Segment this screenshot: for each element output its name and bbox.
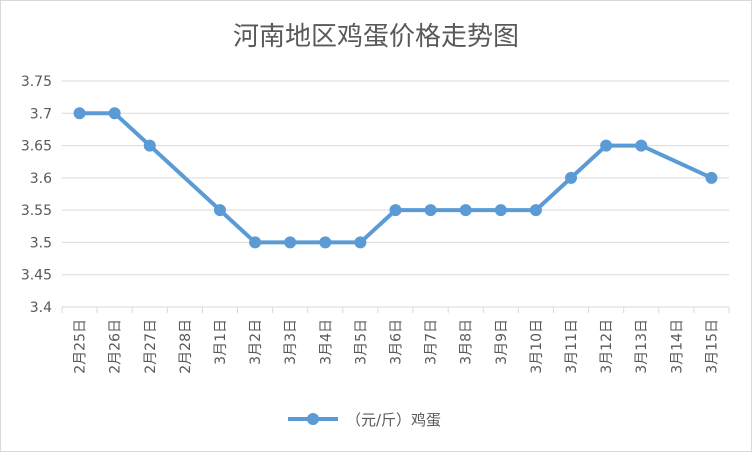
data-point — [354, 236, 367, 249]
data-point — [143, 139, 156, 152]
x-axis-ticks: 2月25日 2月26日 2月27日 2月28日 3月1日 3月2日 3月3日 3月4日 3月5日… — [73, 319, 721, 374]
x-tick-label: 3月3日 — [283, 319, 299, 365]
data-point — [389, 204, 402, 217]
x-tick-label: 3月11日 — [564, 319, 580, 374]
data-point — [108, 107, 121, 120]
y-tick-label: 3.4 — [30, 300, 52, 316]
data-point — [635, 139, 648, 152]
x-tick-label: 3月8日 — [459, 319, 475, 365]
x-tick-label: 2月25日 — [73, 319, 89, 374]
x-tick-label: 3月2日 — [248, 319, 264, 365]
y-tick-label: 3.45 — [21, 268, 52, 284]
chart-title: 河南地区鸡蛋价格走势图 — [233, 22, 519, 52]
data-point — [249, 236, 262, 249]
data-point — [424, 204, 437, 217]
series-egg — [73, 107, 718, 249]
x-tick-label: 3月13日 — [634, 319, 650, 374]
x-tick-label: 3月15日 — [704, 319, 720, 374]
data-point — [705, 171, 718, 184]
gridlines — [61, 80, 730, 313]
x-tick-label: 3月9日 — [494, 319, 510, 365]
x-tick-label: 2月27日 — [143, 319, 159, 374]
data-point — [459, 204, 472, 217]
data-point — [565, 171, 578, 184]
y-tick-label: 3.7 — [30, 106, 52, 122]
legend-label: （元/斤）鸡蛋 — [346, 411, 441, 429]
x-tick-label: 3月7日 — [424, 319, 440, 365]
x-tick-label: 3月14日 — [669, 319, 685, 374]
data-point — [213, 204, 226, 217]
data-point — [494, 204, 507, 217]
y-tick-label: 3.75 — [21, 74, 52, 90]
y-tick-label: 3.6 — [30, 171, 52, 187]
data-point — [529, 204, 542, 217]
x-tick-label: 3月12日 — [599, 319, 615, 374]
data-point — [284, 236, 297, 249]
legend: （元/斤）鸡蛋 — [288, 411, 441, 429]
y-tick-label: 3.5 — [30, 235, 52, 251]
data-point — [319, 236, 332, 249]
x-tick-label: 2月28日 — [178, 319, 194, 374]
y-axis-ticks: 3.4 3.45 3.5 3.55 3.6 3.65 3.7 3.75 — [21, 74, 52, 316]
x-tick-label: 3月1日 — [213, 319, 229, 365]
x-tick-label: 3月5日 — [353, 319, 369, 365]
x-tick-label: 3月10日 — [529, 319, 545, 374]
x-tick-label: 3月6日 — [389, 319, 405, 365]
data-point — [600, 139, 613, 152]
data-point — [73, 107, 86, 120]
legend-point-marker — [307, 413, 319, 425]
x-tick-label: 3月4日 — [318, 319, 334, 365]
y-tick-label: 3.65 — [21, 139, 52, 155]
y-tick-label: 3.55 — [21, 203, 52, 219]
x-tick-label: 2月26日 — [108, 319, 124, 374]
